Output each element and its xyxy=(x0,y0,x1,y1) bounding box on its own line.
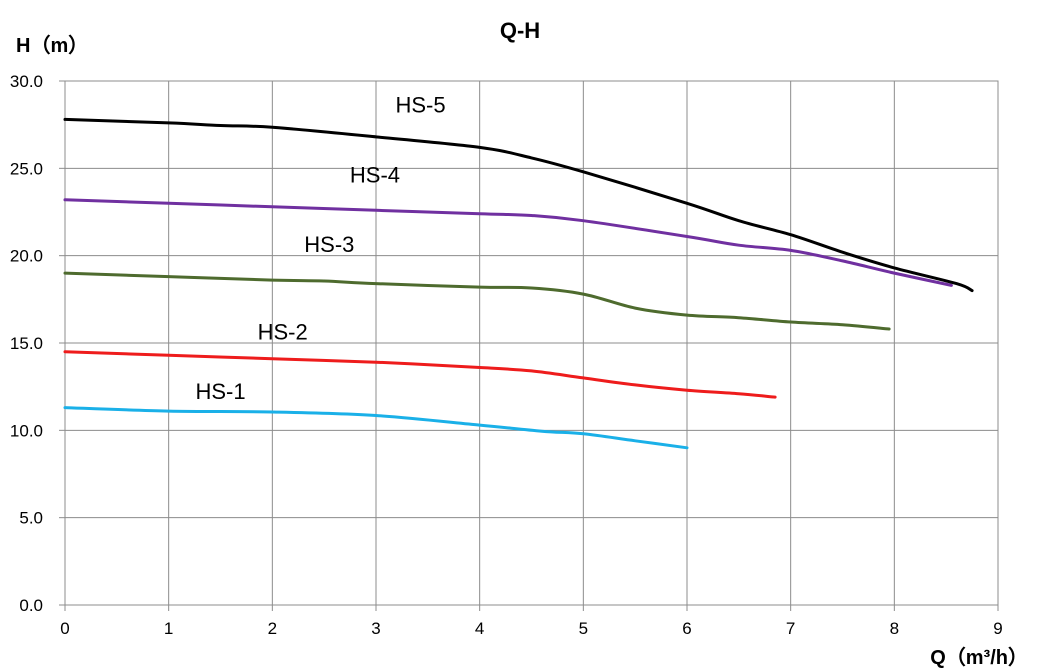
series-label-hs-5: HS-5 xyxy=(396,92,446,117)
series-line-hs-1 xyxy=(63,406,689,450)
series-line-hs-4 xyxy=(63,198,953,287)
x-tick-label: 1 xyxy=(164,619,173,638)
tick-labels: 0 1 2 3 4 5 6 7 8 9 0.0 5.0 10.0 15.0 20.0 25.0 30.0 xyxy=(10,72,1003,638)
x-tick-label: 6 xyxy=(682,619,691,638)
series-label-hs-1: HS-1 xyxy=(195,379,245,404)
x-tick-label: 5 xyxy=(579,619,588,638)
chart-title: Q-H xyxy=(500,18,540,43)
series-line-hs-5 xyxy=(63,117,974,293)
y-tick-label: 5.0 xyxy=(19,509,43,528)
y-tick-label: 20.0 xyxy=(10,247,43,266)
y-tick-label: 10.0 xyxy=(10,421,43,440)
x-tick-label: 3 xyxy=(371,619,380,638)
series-lines xyxy=(63,117,974,450)
x-axis-label: Q（m³/h） xyxy=(930,646,1028,669)
y-tick-label: 15.0 xyxy=(10,334,43,353)
series-label-hs-4: HS-4 xyxy=(350,162,400,187)
x-tick-label: 9 xyxy=(993,619,1002,638)
x-tick-label: 8 xyxy=(890,619,899,638)
y-axis-label: H（m） xyxy=(16,34,88,57)
x-tick-label: 7 xyxy=(786,619,795,638)
y-tick-label: 0.0 xyxy=(19,596,43,615)
series-label-hs-2: HS-2 xyxy=(258,320,308,345)
y-tick-label: 30.0 xyxy=(10,72,43,91)
x-tick-label: 4 xyxy=(475,619,484,638)
series-labels: HS-1 HS-2 HS-3 HS-4 HS-5 xyxy=(195,92,445,403)
y-tick-label: 25.0 xyxy=(10,159,43,178)
x-tick-label: 0 xyxy=(60,619,69,638)
series-line-hs-2 xyxy=(63,350,777,399)
series-label-hs-3: HS-3 xyxy=(304,232,354,257)
x-tick-label: 2 xyxy=(268,619,277,638)
series-line-hs-3 xyxy=(63,271,891,331)
